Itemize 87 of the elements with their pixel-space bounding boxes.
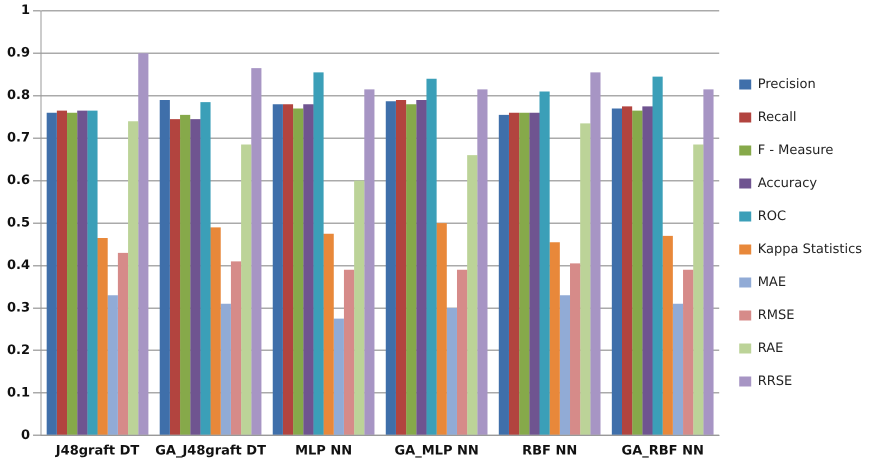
legend-label: RRSE xyxy=(758,374,792,389)
bar xyxy=(529,112,540,435)
y-tick-label: 0.5 xyxy=(7,215,30,230)
bar xyxy=(436,223,447,435)
y-tick-label: 0.1 xyxy=(7,385,30,400)
bar xyxy=(456,270,468,435)
legend-label: RAE xyxy=(758,340,784,356)
y-tick-label: 1 xyxy=(20,3,30,18)
bar xyxy=(642,106,653,435)
bar xyxy=(108,295,118,435)
bar xyxy=(180,114,190,435)
y-tick-label: 0 xyxy=(20,428,30,443)
bar xyxy=(703,89,714,435)
bar xyxy=(313,72,324,435)
x-tick-label: RBF NN xyxy=(522,444,578,459)
bar xyxy=(416,100,426,435)
bar xyxy=(170,119,180,435)
bar xyxy=(406,104,416,435)
legend-label: Precision xyxy=(758,76,816,92)
bar xyxy=(364,89,374,435)
bar xyxy=(282,104,294,435)
bar xyxy=(354,180,364,435)
bar xyxy=(334,318,344,435)
bar xyxy=(67,112,78,435)
x-tick-label: GA_MLP NN xyxy=(394,444,479,459)
bar xyxy=(251,68,262,435)
bar xyxy=(683,270,694,435)
bar xyxy=(612,108,622,435)
legend-label: Kappa Statistics xyxy=(758,242,862,257)
y-tick-label: 0.6 xyxy=(7,173,30,188)
legend-label: Accuracy xyxy=(758,176,818,191)
bar xyxy=(241,144,252,435)
bar xyxy=(396,100,406,435)
bar xyxy=(570,263,580,435)
bar xyxy=(652,76,663,435)
bar xyxy=(590,72,601,435)
bar xyxy=(519,112,530,435)
y-tick-label: 0.3 xyxy=(7,300,30,316)
bar xyxy=(344,270,354,435)
bar xyxy=(138,53,148,435)
bar xyxy=(160,100,170,435)
bar xyxy=(118,252,128,435)
legend-label: F - Measure xyxy=(758,142,834,158)
bar xyxy=(539,91,550,435)
bar xyxy=(87,110,98,435)
bar xyxy=(303,104,314,435)
bar xyxy=(128,121,138,435)
x-tick-label: GA_J48graft DT xyxy=(155,444,266,459)
legend-label: Recall xyxy=(758,110,797,125)
bar xyxy=(426,78,437,435)
bar xyxy=(46,112,57,435)
bar xyxy=(190,119,200,435)
bar xyxy=(477,89,488,435)
y-tick-label: 0.7 xyxy=(7,130,30,146)
x-tick-label: MLP NN xyxy=(295,444,352,459)
y-tick-label: 0.4 xyxy=(7,258,30,273)
legend-label: ROC xyxy=(758,208,786,224)
bar xyxy=(672,304,684,435)
bar xyxy=(467,155,478,435)
bar xyxy=(272,104,283,435)
bar xyxy=(98,238,108,435)
bar xyxy=(200,102,211,435)
legend-label: RMSE xyxy=(758,308,794,323)
bar xyxy=(324,234,334,435)
legend-label: MAE xyxy=(758,274,786,290)
bar xyxy=(498,114,509,435)
x-tick-label: GA_RBF NN xyxy=(622,444,704,459)
bar xyxy=(220,304,231,435)
y-tick-label: 0.8 xyxy=(7,88,30,104)
bar xyxy=(632,110,642,435)
bar xyxy=(622,106,632,435)
bar xyxy=(293,108,304,435)
bar xyxy=(56,110,68,435)
x-tick-label: J48graft DT xyxy=(54,444,140,459)
bar xyxy=(550,242,560,435)
y-tick-label: 0.9 xyxy=(7,46,30,61)
bar xyxy=(580,123,590,435)
bar xyxy=(230,261,242,435)
bar xyxy=(693,144,704,435)
y-tick-label: 0.2 xyxy=(7,342,30,358)
bar xyxy=(662,236,673,435)
bar xyxy=(210,227,221,435)
bar xyxy=(560,295,570,435)
bar xyxy=(386,101,396,435)
bar xyxy=(508,112,520,435)
bar xyxy=(446,308,457,435)
bar xyxy=(77,110,88,435)
